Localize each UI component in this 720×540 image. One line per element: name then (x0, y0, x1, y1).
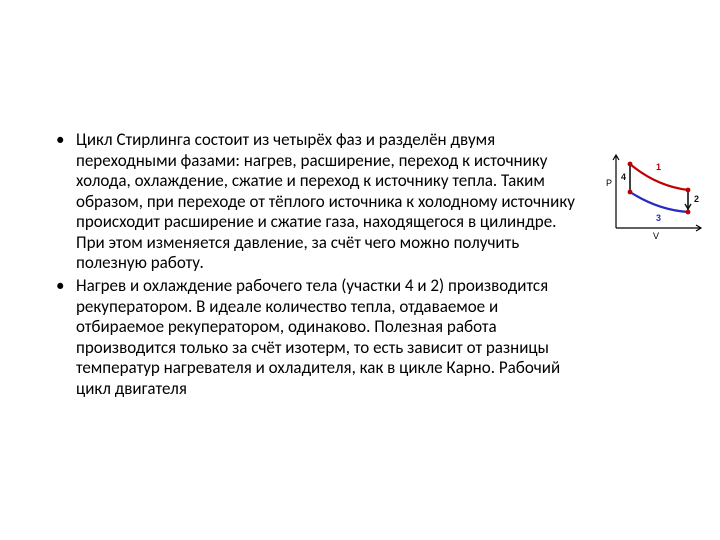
svg-text:P: P (606, 178, 612, 188)
bullet-item: Нагрев и охлаждение рабочего тела (участ… (52, 276, 582, 399)
svg-text:2: 2 (694, 194, 699, 204)
bullet-item: Цикл Стирлинга состоит из четырёх фаз и … (52, 130, 582, 274)
stirling-pv-diagram: P V 1 2 3 4 (600, 146, 708, 242)
svg-text:4: 4 (621, 172, 626, 182)
svg-text:1: 1 (656, 162, 661, 172)
svg-text:3: 3 (656, 213, 661, 223)
bullet-list: Цикл Стирлинга состоит из четырёх фаз и … (52, 130, 582, 401)
svg-text:V: V (653, 231, 659, 241)
